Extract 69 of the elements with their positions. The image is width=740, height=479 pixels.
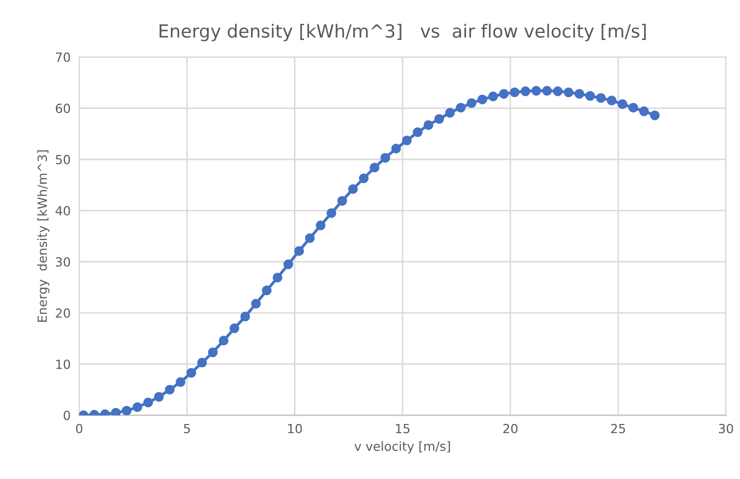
x-axis-title: v velocity [m/s] (354, 441, 450, 454)
point (272, 272, 282, 282)
point (639, 106, 649, 116)
y-tick-label: 20 (56, 308, 70, 318)
point (337, 196, 348, 206)
x-tick-label: 30 (718, 424, 734, 434)
point (262, 286, 272, 296)
point (628, 102, 638, 113)
point (466, 98, 476, 108)
x-tick-label: 20 (503, 424, 518, 434)
y-tick-label: 70 (56, 52, 70, 62)
point (186, 368, 196, 378)
point (531, 86, 542, 96)
point (434, 114, 444, 124)
point (230, 323, 240, 334)
point (552, 86, 563, 96)
point (122, 406, 132, 416)
point (391, 144, 401, 154)
point (477, 94, 488, 104)
point (606, 96, 617, 106)
point (499, 88, 509, 99)
x-tick-label: 15 (396, 424, 410, 434)
point (585, 91, 595, 101)
point (412, 127, 423, 138)
point (445, 108, 455, 118)
point (520, 86, 530, 96)
point (564, 87, 574, 98)
point (488, 92, 498, 102)
point (294, 246, 304, 256)
y-tick-label: 40 (56, 206, 70, 216)
point (370, 162, 380, 172)
point (574, 88, 584, 99)
point (380, 152, 390, 163)
point (542, 86, 552, 96)
x-tick-label: 10 (288, 424, 302, 434)
point (208, 347, 218, 358)
y-tick-label: 50 (56, 154, 70, 164)
point (154, 392, 164, 402)
point (402, 136, 412, 146)
y-tick-label: 0 (64, 410, 70, 420)
y-tick-label: 10 (56, 360, 70, 370)
y-tick-label: 30 (56, 257, 70, 267)
point (164, 384, 175, 395)
point (650, 110, 660, 120)
point (618, 99, 628, 109)
point (176, 377, 186, 387)
point (424, 120, 434, 130)
point (283, 259, 294, 270)
point (197, 358, 207, 368)
point (218, 336, 228, 346)
y-axis-title: Energy density [kWh/m^3] (37, 150, 50, 322)
x-tick-label: 5 (184, 424, 190, 434)
point (326, 208, 336, 218)
chart-title: Energy density [kWh/m^3] vs air flow velocity [m/s] (160, 24, 646, 42)
point (316, 220, 326, 230)
point (456, 102, 466, 113)
x-tick-label: 0 (76, 424, 82, 434)
point (240, 312, 250, 322)
point (251, 298, 261, 309)
point (348, 184, 358, 194)
y-tick-label: 60 (56, 104, 70, 114)
point (110, 408, 121, 416)
point (143, 398, 154, 408)
x-tick-label: 25 (611, 424, 626, 434)
point (132, 402, 142, 412)
point (510, 87, 520, 98)
point (596, 93, 606, 103)
point (358, 173, 369, 184)
point (304, 233, 315, 244)
